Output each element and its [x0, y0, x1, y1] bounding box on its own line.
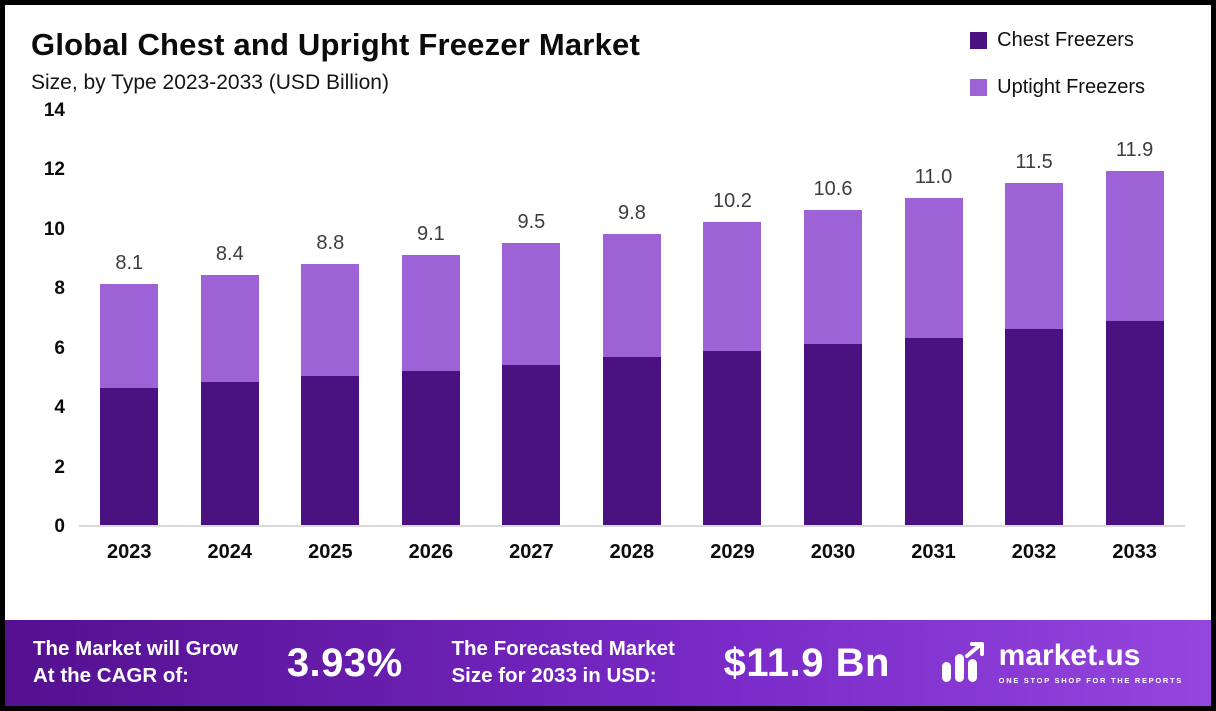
bar-2029: 10.2 [703, 189, 762, 525]
bar-segment-uptight-freezers-2027 [502, 242, 561, 365]
bar-segment-chest-freezers-2027 [502, 364, 561, 525]
market-us-logo-icon [939, 642, 987, 684]
chart-subtitle: Size, by Type 2023-2033 (USD Billion) [31, 71, 389, 94]
brand-tagline: ONE STOP SHOP FOR THE REPORTS [998, 676, 1183, 685]
x-axis-label-2030: 2030 [810, 541, 856, 563]
bar-segment-chest-freezers-2032 [1005, 328, 1064, 525]
cagr-value: 3.93% [286, 640, 403, 685]
bar-2030: 10.6 [803, 178, 862, 525]
bar-total-label-2025: 8.8 [316, 231, 345, 254]
bar-chart: 0 2 4 6 8 10 12 14 8.1 8.4 8.8 9.1 9.5 9.8 10.2 10.6 11… [31, 100, 1185, 620]
bar-segment-uptight-freezers-2023 [100, 284, 159, 389]
bar-total-label-2030: 10.6 [813, 178, 853, 201]
y-axis-tick-0: 0 [54, 516, 65, 537]
page-title: Global Chest and Upright Freezer Market [31, 27, 640, 62]
bar-segment-chest-freezers-2028 [602, 357, 661, 525]
bar-total-label-2026: 9.1 [416, 222, 445, 245]
bar-segment-uptight-freezers-2024 [200, 275, 259, 383]
bar-segment-chest-freezers-2030 [803, 343, 862, 525]
market-us-brand[interactable]: market.us ONE STOP SHOP FOR THE REPORTS [939, 641, 1183, 685]
y-axis-tick-6: 6 [54, 337, 65, 359]
chart-titles: Global Chest and Upright Freezer Market … [31, 21, 640, 95]
legend-label-chest-freezers: Chest Freezers [997, 29, 1134, 51]
x-axis-label-2025: 2025 [308, 541, 353, 563]
bar-segment-chest-freezers-2024 [200, 382, 259, 525]
x-axis-label-2023: 2023 [107, 541, 152, 563]
x-axis-label-2033: 2033 [1112, 541, 1157, 563]
x-axis-label-2029: 2029 [710, 541, 755, 563]
bar-total-label-2029: 10.2 [712, 189, 752, 212]
bar-total-label-2031: 11.0 [914, 166, 953, 189]
y-axis-tick-4: 4 [54, 397, 65, 419]
bar-2028: 9.8 [602, 201, 661, 525]
cagr-label-line2: At the CAGR of: [33, 664, 190, 687]
brand-text: market.us ONE STOP SHOP FOR THE REPORTS [998, 639, 1183, 686]
y-axis-tick-12: 12 [43, 159, 65, 181]
bar-2027: 9.5 [502, 210, 561, 525]
legend-swatch-chest-freezers [970, 32, 988, 49]
x-axis-label-2028: 2028 [609, 541, 655, 563]
bar-segment-chest-freezers-2023 [100, 388, 159, 525]
legend-item-uptight-freezers: Uptight Freezers [970, 76, 1145, 99]
bar-2025: 8.8 [301, 231, 360, 525]
x-axis-label-2031: 2031 [911, 541, 956, 563]
bar-2032: 11.5 [1005, 151, 1064, 525]
bar-segment-uptight-freezers-2026 [401, 254, 460, 371]
cagr-label: The Market will Grow At the CAGR of: [33, 636, 238, 689]
bar-2023: 8.1 [100, 252, 159, 525]
cagr-label-line1: The Market will Grow [33, 637, 239, 661]
chart-header: Global Chest and Upright Freezer Market … [31, 21, 1185, 99]
bar-2024: 8.4 [200, 243, 259, 525]
bar-total-label-2027: 9.5 [517, 210, 546, 233]
x-axis-label-2024: 2024 [207, 541, 253, 563]
y-axis-tick-8: 8 [54, 278, 65, 300]
x-axis-label-2032: 2032 [1011, 541, 1057, 563]
legend-swatch-uptight-freezers [970, 79, 988, 96]
bar-segment-uptight-freezers-2030 [803, 210, 862, 344]
bar-2033: 11.9 [1105, 139, 1164, 525]
y-axis-tick-14: 14 [43, 100, 65, 121]
y-axis: 0 2 4 6 8 10 12 14 [31, 100, 79, 537]
bar-segment-uptight-freezers-2033 [1105, 171, 1164, 322]
bar-segment-chest-freezers-2029 [703, 351, 762, 525]
bar-2026: 9.1 [401, 222, 460, 525]
bar-segment-uptight-freezers-2025 [301, 263, 360, 377]
footer-banner: The Market will Grow At the CAGR of: 3.9… [5, 620, 1211, 706]
x-axis: 2023 2024 2025 2026 2027 2028 2029 2030 2031 2032… [79, 527, 1185, 564]
bar-segment-chest-freezers-2033 [1105, 321, 1164, 525]
legend-item-chest-freezers: Chest Freezers [970, 29, 1145, 52]
chart-main: Global Chest and Upright Freezer Market … [5, 5, 1211, 620]
forecast-label: The Forecasted Market Size for 2033 in U… [452, 636, 675, 689]
forecast-label-line1: The Forecasted Market [451, 637, 675, 661]
x-axis-label-2026: 2026 [408, 541, 454, 563]
bar-segment-uptight-freezers-2028 [602, 233, 661, 358]
bar-segment-chest-freezers-2026 [401, 370, 460, 525]
forecast-value: $11.9 Bn [723, 640, 890, 685]
plot-area: 8.1 8.4 8.8 9.1 9.5 9.8 10.2 10.6 11.0 11.5 11.9 [79, 109, 1185, 527]
legend-label-uptight-freezers: Uptight Freezers [997, 76, 1145, 98]
bar-total-label-2028: 9.8 [618, 201, 646, 224]
plot-wrap: 8.1 8.4 8.8 9.1 9.5 9.8 10.2 10.6 11.0 11.5 11.9 2… [79, 109, 1185, 620]
bar-total-label-2033: 11.9 [1115, 139, 1154, 162]
bar-total-label-2032: 11.5 [1015, 151, 1053, 174]
bar-segment-uptight-freezers-2029 [703, 221, 762, 352]
bar-total-label-2023: 8.1 [115, 252, 144, 275]
bar-segment-uptight-freezers-2032 [1005, 183, 1064, 329]
chart-legend: Chest Freezers Uptight Freezers [970, 21, 1185, 99]
brand-name: market.us [998, 639, 1141, 672]
y-axis-tick-10: 10 [43, 218, 65, 240]
bar-2031: 11.0 [904, 166, 963, 525]
bar-total-label-2024: 8.4 [215, 243, 244, 266]
y-axis-tick-2: 2 [54, 456, 65, 478]
bar-segment-chest-freezers-2025 [301, 376, 360, 525]
x-axis-label-2027: 2027 [509, 541, 554, 563]
bar-segment-chest-freezers-2031 [904, 337, 963, 525]
forecast-label-line2: Size for 2033 in USD: [451, 664, 657, 687]
bar-segment-uptight-freezers-2031 [904, 198, 963, 338]
